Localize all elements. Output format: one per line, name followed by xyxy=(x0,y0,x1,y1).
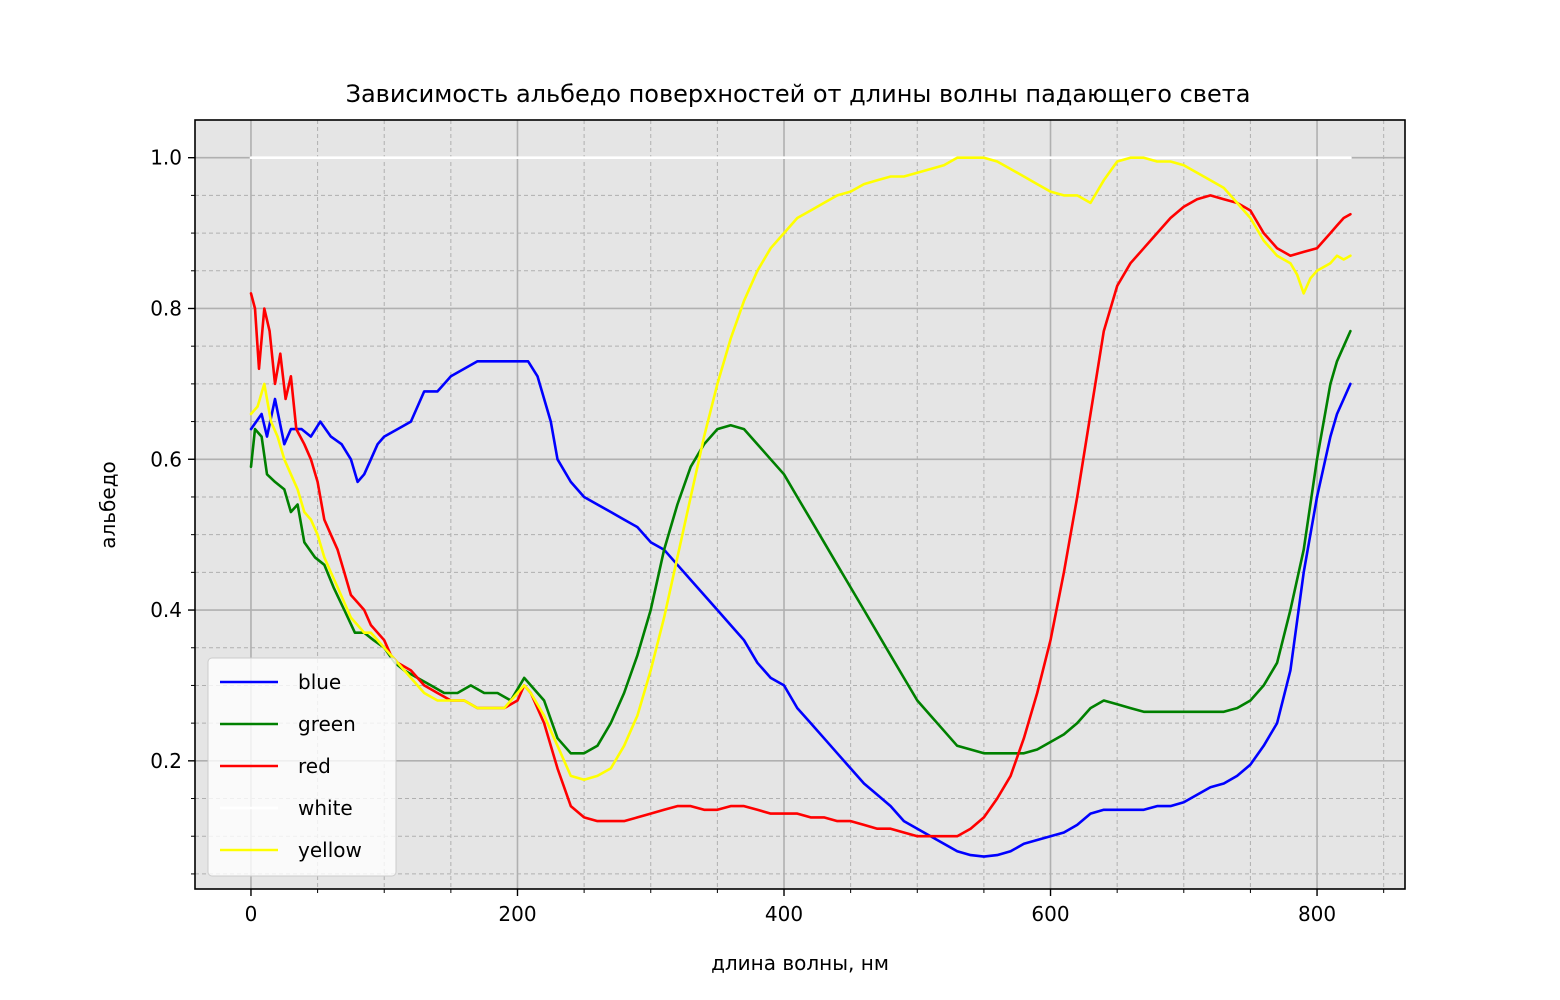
x-tick-label: 600 xyxy=(1031,902,1069,926)
y-tick-label: 0.6 xyxy=(150,447,182,471)
legend-label-blue: blue xyxy=(298,670,341,694)
x-tick-label: 200 xyxy=(498,902,536,926)
series-line-yellow xyxy=(249,156,1352,781)
legend-label-yellow: yellow xyxy=(298,838,362,862)
legend-label-green: green xyxy=(298,712,356,736)
y-axis-label: альбедо xyxy=(96,461,120,549)
y-tick-label: 0.8 xyxy=(150,296,182,320)
x-axis-label: длина волны, нм xyxy=(711,951,889,975)
plot-frame xyxy=(194,119,1406,890)
series-line-blue xyxy=(249,360,1352,858)
chart-title: Зависимость альбедо поверхностей от длин… xyxy=(346,80,1251,108)
legend: blue green red white yellow xyxy=(207,657,397,877)
x-tick-label: 400 xyxy=(765,902,803,926)
series-line-green xyxy=(249,329,1352,755)
y-tick-label: 0.4 xyxy=(150,598,182,622)
y-tick-label: 1.0 xyxy=(150,146,182,170)
legend-label-red: red xyxy=(298,754,331,778)
y-tick-label: 0.2 xyxy=(150,749,182,773)
x-tick-label: 800 xyxy=(1298,902,1336,926)
legend-box xyxy=(207,657,397,877)
legend-items: blue green red white yellow xyxy=(220,670,362,862)
x-tick-label: 0 xyxy=(245,902,258,926)
legend-label-white: white xyxy=(298,796,353,820)
tick-labels: 0 200 400 600 800 0.2 0.4 0.6 0.8 1.0 xyxy=(150,146,1336,926)
series-layer xyxy=(249,156,1352,858)
axis-ticks xyxy=(188,156,1385,896)
series-line-red xyxy=(249,194,1352,838)
